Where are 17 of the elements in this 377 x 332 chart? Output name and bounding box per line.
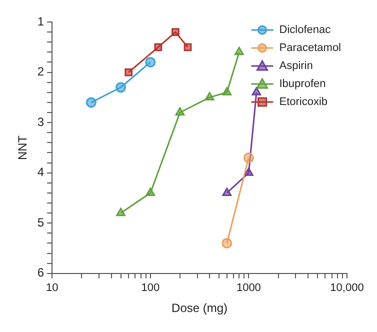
legend-label: Etoricoxib [279,96,328,108]
y-tick-label: 3 [37,114,44,129]
legend-label: Diclofenac [279,24,332,36]
y-tick-label: 1 [37,14,44,28]
y-tick-label: 2 [37,64,44,79]
x-axis-title: Dose (mg) [172,301,228,316]
y-tick-label: 4 [37,165,44,180]
x-tick-label: 100 [141,282,160,294]
y-tick-label: 5 [37,215,44,230]
y-axis-title: NNT [16,134,30,160]
x-tick-label: 1000 [236,282,261,294]
x-tick-label: 10 [46,282,58,294]
x-tick-label: 10,000 [330,282,364,294]
legend-label: Paracetamol [279,42,342,54]
legend-label: Ibuprofen [279,78,326,90]
legend-label: Aspirin [279,60,313,72]
y-tick-label: 6 [37,266,44,280]
